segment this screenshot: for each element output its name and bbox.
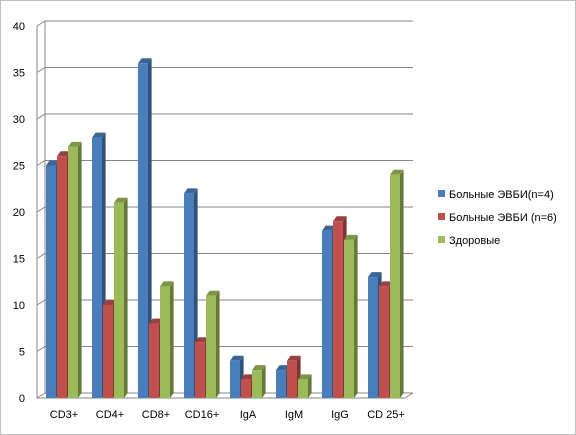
legend-item: Больные ЭВБИ (n=6): [438, 212, 557, 224]
y-tick-label: 0: [19, 393, 25, 405]
legend-swatch: [438, 190, 445, 197]
bar: [298, 374, 312, 398]
y-tick-label: 25: [13, 161, 25, 173]
bar: [114, 197, 128, 398]
legend-label: Здоровые: [449, 235, 500, 247]
x-tick-label: CD4+: [96, 409, 124, 421]
bar: [390, 169, 404, 398]
x-axis-depth: [404, 392, 414, 399]
x-tick-label: IgA: [240, 409, 257, 421]
gridline: [36, 67, 413, 73]
y-tick-label: 40: [13, 21, 25, 33]
x-tick-label: CD8+: [142, 409, 170, 421]
x-tick-label: IgG: [331, 409, 349, 421]
y-tick-label: 35: [13, 68, 25, 80]
bar: [138, 58, 152, 398]
bars: [46, 58, 404, 398]
y-tick-label: 10: [13, 300, 25, 312]
legend-swatch: [438, 213, 445, 220]
bar: [206, 290, 220, 398]
y-tick-label: 20: [13, 207, 25, 219]
legend-label: Больные ЭВБИ (n=6): [449, 212, 557, 224]
y-tick-label: 5: [19, 347, 25, 359]
legend: Больные ЭВБИ(n=4) Больные ЭВБИ (n=6) Здоро…: [438, 189, 557, 247]
legend-item: Здоровые: [438, 235, 500, 247]
x-tick-label: CD16+: [185, 409, 220, 421]
gridline: [36, 20, 413, 27]
bar: [252, 365, 266, 398]
x-tick-label: CD3+: [50, 409, 78, 421]
legend-swatch: [438, 236, 445, 243]
bar: [344, 234, 358, 398]
y-tick-label: 30: [13, 114, 25, 126]
bar: [160, 281, 174, 398]
tick-labels: 0 5 10 15 20 25 30 35 40 CD3+ CD4+ CD8+ CD16+ IgA IgM I…: [13, 21, 405, 421]
y-tick-label: 15: [13, 254, 25, 266]
x-tick-label: IgM: [285, 409, 303, 421]
legend-item: Больные ЭВБИ(n=4): [438, 189, 554, 201]
x-tick-label: CD 25+: [367, 409, 405, 421]
bar: [68, 141, 82, 398]
legend-label: Больные ЭВБИ(n=4): [449, 189, 554, 201]
gridline: [36, 113, 413, 120]
